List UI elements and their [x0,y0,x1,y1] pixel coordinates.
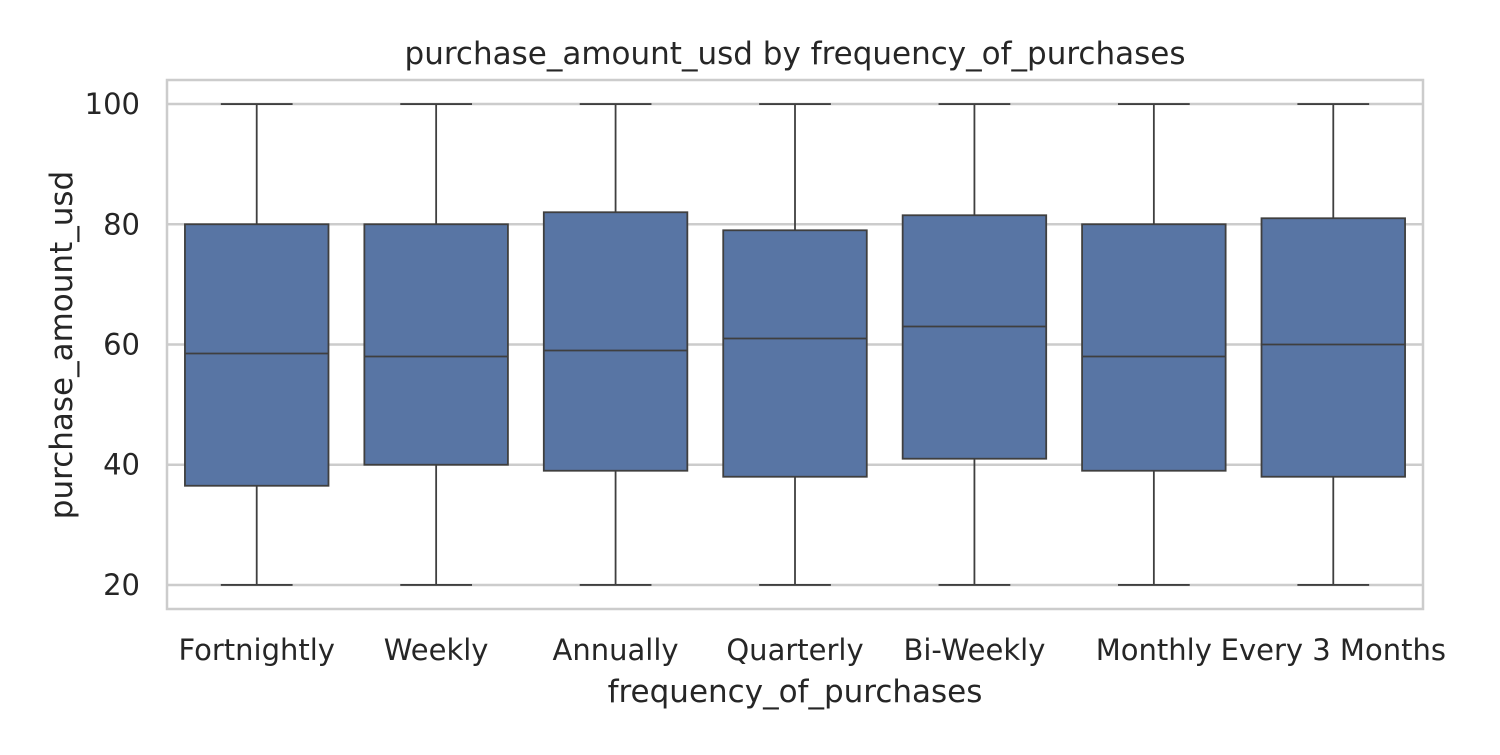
iqr-box [542,211,689,472]
x-tick-label: Every 3 Months [1221,633,1446,667]
iqr-box [901,214,1048,460]
box-group [901,103,1048,586]
iqr-box [1260,217,1406,478]
x-tick-label: Quarterly [726,633,863,667]
iqr-box [1081,223,1227,472]
y-tick-label: 100 [85,87,140,121]
box-group [363,103,509,586]
x-tick-label: Bi-Weekly [903,633,1045,667]
x-axis-label: frequency_of_purchases [608,674,983,710]
box-group [1081,103,1227,586]
x-tick-label: Monthly [1096,633,1212,667]
y-tick-labels: 20 40 60 80 100 [85,87,140,602]
chart-title: purchase_amount_usd by frequency_of_purc… [405,36,1186,72]
y-tick-label: 80 [103,207,140,241]
iqr-box [363,223,509,466]
box-group [722,103,868,586]
y-axis-label: purchase_amount_usd [44,171,80,519]
x-tick-labels: Fortnightly Weekly Annually Quarterly Bi-Wee… [178,633,1445,667]
y-tick-label: 60 [103,328,140,362]
x-tick-label: Weekly [384,633,489,667]
box-group [1260,103,1406,586]
y-tick-label: 20 [103,568,140,602]
boxes-layer [184,103,1406,586]
box-group [542,103,689,586]
x-tick-label: Fortnightly [178,633,335,667]
y-tick-label: 40 [103,448,140,482]
box-group [184,103,330,586]
plot-frame [165,78,1425,611]
x-tick-label: Annually [553,633,679,667]
iqr-box [722,229,868,478]
iqr-box [184,223,330,487]
